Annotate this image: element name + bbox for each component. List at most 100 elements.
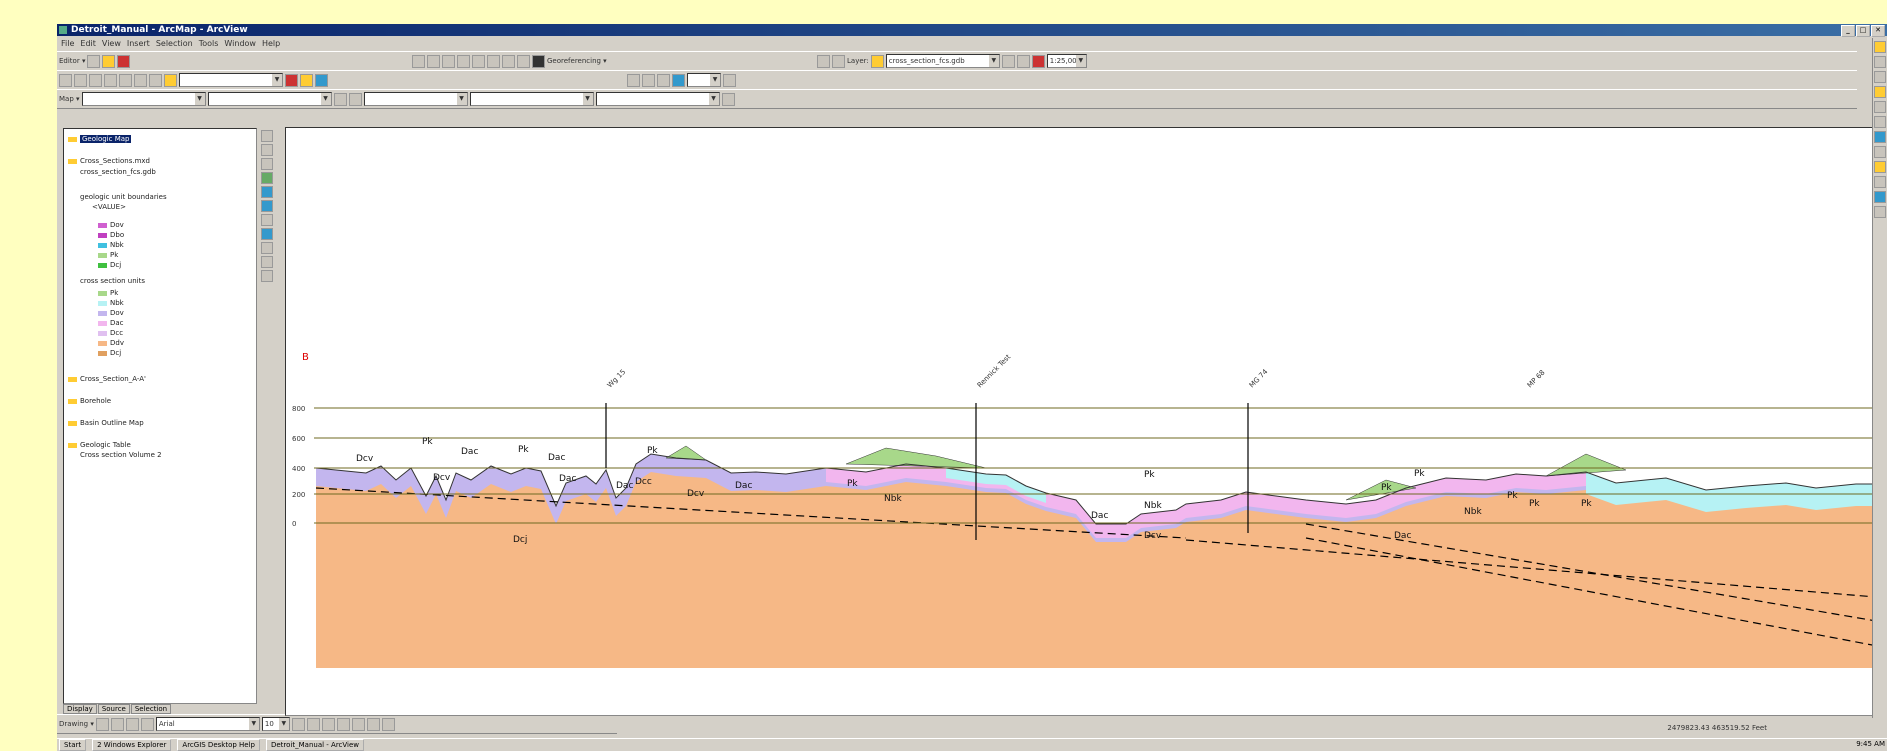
rotate-tool-icon[interactable]: [110, 717, 124, 731]
back-arrow-icon[interactable]: [261, 186, 273, 198]
new-document-icon[interactable]: [59, 73, 72, 87]
attributes-icon[interactable]: [333, 92, 347, 106]
pan-icon[interactable]: [472, 54, 485, 68]
scale-dropdown[interactable]: 1:25,000: [1046, 54, 1087, 68]
zoom-combo[interactable]: [687, 73, 721, 87]
rectangle-icon[interactable]: [125, 717, 139, 731]
georeferencing-menu[interactable]: Georeferencing ▾: [547, 57, 607, 65]
hyperlink-icon[interactable]: [672, 73, 685, 87]
pan-tool-icon[interactable]: [261, 158, 273, 170]
underline-icon[interactable]: [321, 717, 335, 731]
sketch-tool-icon[interactable]: [87, 54, 101, 68]
add-data-icon[interactable]: [817, 54, 830, 68]
toc-layer[interactable]: cross section units: [80, 277, 145, 285]
layer-dropdown[interactable]: cross_section_fcs.gdb: [885, 54, 1000, 68]
fixed-zoom-out-icon[interactable]: [457, 54, 470, 68]
fixed-zoom-in-icon[interactable]: [442, 54, 455, 68]
identify-icon[interactable]: [627, 73, 640, 87]
symbol-dropdown[interactable]: [363, 92, 468, 106]
editor-menu[interactable]: Editor ▾: [59, 57, 86, 65]
arrow-icon[interactable]: [117, 54, 131, 68]
flip-icon[interactable]: [1016, 54, 1030, 68]
tool-icon[interactable]: [1874, 131, 1886, 143]
tool-icon[interactable]: [1874, 86, 1886, 98]
menu-help[interactable]: Help: [261, 39, 281, 48]
arctoolbox-icon[interactable]: [300, 73, 313, 87]
taskbar-item[interactable]: 2 Windows Explorer: [92, 739, 172, 751]
menu-insert[interactable]: Insert: [126, 39, 150, 48]
start-button[interactable]: Start: [59, 739, 87, 751]
taskbar-item[interactable]: Detroit_Manual - ArcView: [265, 739, 365, 751]
previous-extent-icon[interactable]: [502, 54, 515, 68]
apply-icon[interactable]: [721, 92, 735, 106]
select-elements-icon[interactable]: [261, 214, 273, 226]
editor-icon[interactable]: [285, 73, 298, 87]
target-dropdown[interactable]: [207, 92, 332, 106]
bold-icon[interactable]: [291, 717, 305, 731]
map-scale-combo[interactable]: [179, 73, 283, 87]
zoom-in-tool-icon[interactable]: [261, 130, 273, 142]
tool-icon[interactable]: [1874, 101, 1886, 113]
toc-layer[interactable]: Basin Outline Map: [68, 419, 144, 427]
drawing-menu[interactable]: Drawing ▾: [59, 720, 94, 728]
tool-icon[interactable]: [1874, 146, 1886, 158]
tool-icon[interactable]: [1874, 191, 1886, 203]
full-extent-icon[interactable]: [487, 54, 500, 68]
globe-icon[interactable]: [261, 172, 273, 184]
menu-file[interactable]: File: [61, 39, 75, 48]
rotate-icon[interactable]: [1001, 54, 1015, 68]
toc-layer[interactable]: Borehole: [68, 397, 111, 405]
zoom-out-tool-icon[interactable]: [261, 144, 273, 156]
refresh-icon[interactable]: [723, 73, 736, 87]
menu-selection[interactable]: Selection: [155, 39, 193, 48]
tool-icon[interactable]: [1874, 176, 1886, 188]
add-data-icon-2[interactable]: [164, 73, 177, 87]
measure-tool-icon[interactable]: [261, 256, 273, 268]
hyperlink-tool-icon[interactable]: [261, 270, 273, 282]
arcmap-tool-icon[interactable]: [1874, 41, 1886, 53]
measure-icon[interactable]: [657, 73, 670, 87]
zoom-in-icon[interactable]: [412, 54, 425, 68]
info-icon[interactable]: [261, 228, 273, 240]
editor-toolbar-icon[interactable]: [832, 54, 845, 68]
print-icon[interactable]: [104, 73, 117, 87]
save-icon[interactable]: [89, 73, 102, 87]
font-color-icon[interactable]: [336, 717, 350, 731]
toc-layer[interactable]: Cross section Volume 2: [80, 451, 162, 459]
field-dropdown[interactable]: [469, 92, 594, 106]
text-tool-icon[interactable]: [140, 717, 154, 731]
cut-icon[interactable]: [119, 73, 132, 87]
tab-source[interactable]: Source: [97, 704, 130, 714]
select-arrow-icon[interactable]: [95, 717, 109, 731]
next-extent-icon[interactable]: [517, 54, 530, 68]
find-tool-icon[interactable]: [261, 242, 273, 254]
maximize-button[interactable]: □: [1856, 25, 1870, 37]
toc-data-frame[interactable]: Geologic Map: [68, 135, 132, 143]
sketch-properties-icon[interactable]: [348, 92, 362, 106]
menu-tools[interactable]: Tools: [198, 39, 219, 48]
copy-icon[interactable]: [134, 73, 147, 87]
italic-icon[interactable]: [306, 717, 320, 731]
zoom-out-icon[interactable]: [427, 54, 440, 68]
close-button[interactable]: ✕: [1871, 25, 1885, 37]
forward-arrow-icon[interactable]: [261, 200, 273, 212]
delete-icon[interactable]: [1031, 54, 1045, 68]
open-icon[interactable]: [74, 73, 87, 87]
tool-icon[interactable]: [1874, 116, 1886, 128]
toc-layer[interactable]: Cross_Section_A-A': [68, 375, 146, 383]
line-color-icon[interactable]: [366, 717, 380, 731]
menu-window[interactable]: Window: [224, 39, 256, 48]
pencil-icon[interactable]: [102, 54, 116, 68]
topology-menu[interactable]: Map ▾: [59, 95, 80, 103]
toc-layer[interactable]: cross_section_fcs.gdb: [80, 168, 156, 176]
tab-selection[interactable]: Selection: [130, 704, 172, 714]
tool-icon[interactable]: [1874, 161, 1886, 173]
font-dropdown[interactable]: Arial: [155, 717, 260, 731]
taskbar-item[interactable]: ArcGIS Desktop Help: [177, 739, 260, 751]
toc-layer[interactable]: geologic unit boundaries: [80, 193, 167, 201]
menu-edit[interactable]: Edit: [80, 39, 96, 48]
marker-color-icon[interactable]: [381, 717, 395, 731]
toc-layer[interactable]: Cross_Sections.mxd: [68, 157, 150, 165]
menu-view[interactable]: View: [101, 39, 121, 48]
